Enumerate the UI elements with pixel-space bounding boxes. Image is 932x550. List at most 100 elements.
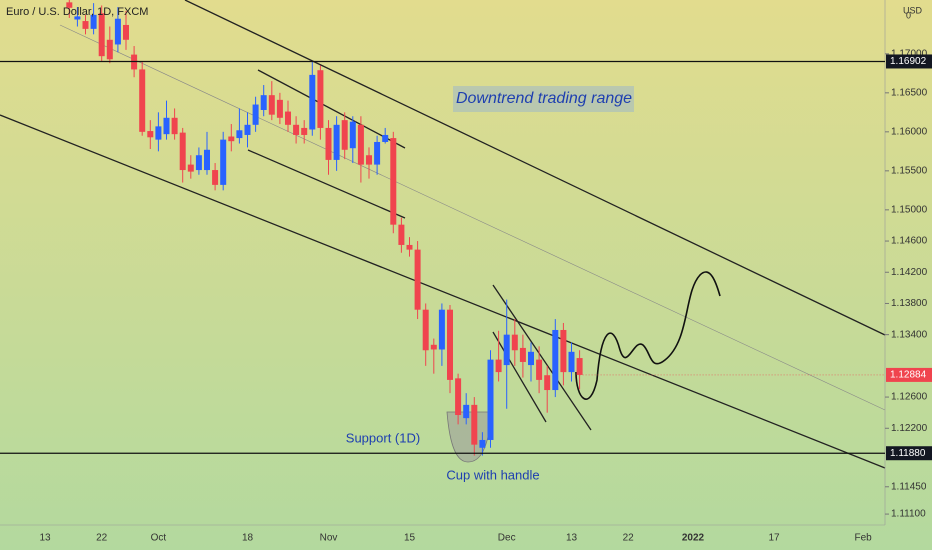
candle-body [390, 138, 397, 225]
x-tick-label: Feb [854, 533, 872, 544]
candle-body [236, 130, 243, 139]
y-tick-label: 1.11450 [891, 481, 927, 492]
annotation: Support (1D) [346, 430, 420, 445]
trend-line [492, 331, 547, 423]
x-tick-label: Nov [320, 533, 338, 544]
candle-body [187, 164, 194, 172]
candle-body [252, 104, 259, 125]
candle-body [374, 141, 381, 165]
candle-body [406, 244, 413, 250]
candle-body [479, 439, 486, 448]
x-tick-label: 13 [39, 533, 51, 544]
candle-body [195, 155, 202, 171]
currency: USD [903, 5, 923, 15]
candle-body [438, 309, 445, 350]
trend-line [0, 114, 886, 469]
candle-body [98, 13, 105, 57]
candle-body [90, 14, 97, 29]
candle-body [114, 18, 121, 45]
x-tick-label: 17 [768, 533, 780, 544]
candle-body [106, 39, 113, 60]
candle-body [471, 404, 478, 445]
x-tick-label: 22 [623, 533, 635, 544]
y-tick-label: 1.15000 [891, 204, 928, 215]
price-tag-label: 1.11880 [890, 448, 926, 459]
currency-note: 0 [906, 10, 911, 20]
candle-body [171, 117, 178, 135]
candle-body [260, 95, 267, 110]
candle-body [325, 127, 332, 160]
candle-body [179, 132, 186, 171]
candle-body [422, 309, 429, 351]
annotation: Downtrend trading range [456, 90, 632, 107]
candle-body [568, 351, 575, 373]
price-tag [886, 446, 932, 461]
price-tag-label: 1.12884 [890, 370, 927, 381]
price-tag [886, 54, 932, 69]
candle-body [285, 111, 291, 125]
candle-body [366, 155, 372, 165]
x-tick-label: 2022 [682, 533, 705, 544]
candle-body [293, 124, 300, 135]
candle-body [349, 121, 356, 149]
trend-line [184, 0, 886, 336]
x-tick-label: Dec [498, 533, 516, 544]
trend-line [247, 149, 406, 219]
y-tick-label: 1.12600 [891, 392, 928, 403]
x-tick-label: 18 [242, 533, 254, 544]
candle-body [487, 359, 494, 440]
y-tick-label: 1.13800 [891, 298, 928, 309]
y-tick-label: 1.15500 [891, 165, 928, 176]
candle-body [552, 329, 559, 391]
candle-body [123, 24, 129, 40]
candle-body [341, 120, 348, 150]
candle-body [414, 249, 421, 310]
y-tick-label: 1.14200 [891, 267, 928, 278]
annotation: Cup with handle [446, 467, 539, 482]
projection-curve [575, 271, 721, 400]
y-tick-label: 1.13400 [891, 329, 928, 340]
y-tick-label: 1.16000 [891, 126, 928, 137]
candle-body [244, 124, 251, 135]
candle-body [333, 124, 340, 160]
candle-body [155, 126, 162, 140]
candle-body [147, 131, 154, 138]
price-tag [886, 367, 932, 382]
annotation-box [453, 86, 634, 112]
y-tick-label: 1.12200 [891, 423, 928, 434]
candle-body [528, 351, 534, 366]
x-tick-label: 22 [96, 533, 108, 544]
candle-body [576, 358, 583, 375]
price-tag-label: 1.16902 [890, 56, 927, 67]
y-tick-label: 1.17000 [891, 48, 928, 59]
chart-title: Euro / U.S. Dollar, 1D, FXCM [6, 6, 148, 18]
y-tick-label: 1.16500 [891, 87, 928, 98]
trend-line [257, 69, 406, 149]
candle-body [268, 95, 275, 115]
x-tick-label: 13 [566, 533, 578, 544]
candle-body [519, 347, 526, 362]
candle-body [455, 378, 462, 416]
trend-line [59, 24, 886, 411]
candle-body [447, 309, 453, 380]
candle-body [276, 99, 283, 118]
y-tick-label: 1.14600 [891, 236, 928, 247]
candle-body [495, 359, 502, 373]
candle-body [357, 124, 364, 165]
candle-body [139, 69, 146, 132]
candle-body [309, 74, 316, 130]
candles [66, 0, 583, 456]
x-tick-label: Oct [151, 533, 167, 544]
candle-body [503, 334, 510, 366]
x-tick-label: 15 [404, 533, 416, 544]
candle-body [212, 170, 219, 185]
candle-body [66, 2, 73, 8]
candle-body [398, 224, 405, 245]
trend-line [492, 284, 592, 431]
candle-body [220, 139, 227, 185]
candle-body [463, 404, 470, 419]
candle-body [228, 136, 235, 142]
candle-body [204, 149, 210, 171]
candle-body [317, 70, 324, 128]
